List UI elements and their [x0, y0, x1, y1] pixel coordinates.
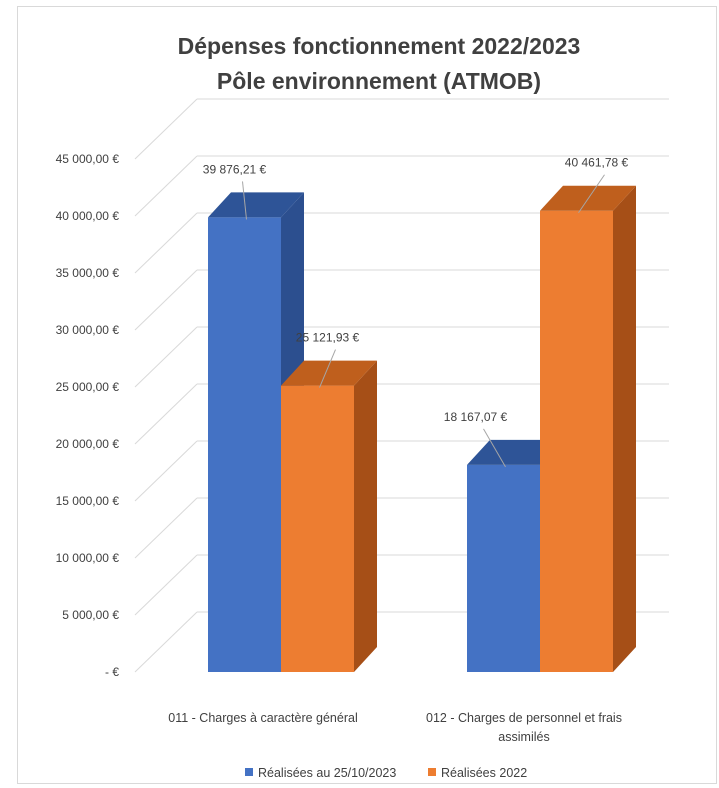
bar-front: [540, 210, 613, 672]
data-label: 39 876,21 €: [203, 162, 267, 176]
category-label: 011 - Charges à caractère général: [168, 711, 357, 725]
gridline-diagonal: [134, 212, 198, 274]
gridline-diagonal: [134, 554, 198, 616]
bar-2-1: [281, 360, 377, 672]
y-tick-label: - €: [105, 665, 119, 679]
gridline-diagonal: [134, 326, 198, 388]
gridline-diagonal: [134, 383, 198, 445]
bars: [208, 185, 636, 673]
y-tick-label: 40 000,00 €: [56, 209, 120, 223]
bar-top: [208, 192, 304, 218]
gridline-diagonal: [134, 98, 198, 160]
bar-2-2: [540, 185, 636, 672]
legend: Réalisées au 25/10/2023 Réalisées 2022: [245, 766, 527, 780]
legend-swatch: [245, 768, 253, 776]
bar-front: [208, 217, 281, 673]
gridline-diagonal: [134, 155, 198, 217]
bar-top: [281, 360, 377, 386]
data-label: 18 167,07 €: [444, 410, 508, 424]
legend-swatch: [428, 768, 436, 776]
y-tick-label: 5 000,00 €: [62, 608, 119, 622]
chart-title-line-2: Pôle environnement (ATMOB): [217, 68, 541, 94]
y-tick-label: 30 000,00 €: [56, 323, 120, 337]
category-label: 012 - Charges de personnel et frais: [426, 711, 622, 725]
data-label-leader: [483, 428, 506, 468]
y-tick-label: 10 000,00 €: [56, 551, 120, 565]
y-tick-label: 25 000,00 €: [56, 380, 120, 394]
gridline-diagonal: [134, 611, 198, 673]
data-label: 25 121,93 €: [296, 331, 360, 345]
data-label-leader: [242, 181, 247, 220]
y-tick-label: 20 000,00 €: [56, 437, 120, 451]
gridline-diagonal: [134, 497, 198, 559]
y-tick-label: 15 000,00 €: [56, 494, 120, 508]
bar-front: [467, 464, 540, 672]
category-label: assimilés: [498, 730, 549, 744]
bar-side: [613, 185, 636, 672]
data-label-leader: [319, 349, 336, 388]
gridline-diagonal: [134, 440, 198, 502]
bar-top: [467, 439, 563, 465]
y-axis-tick-labels: - € 5 000,00 € 10 000,00 € 15 000,00 € 20 00…: [56, 152, 120, 679]
data-labels: 39 876,21 € 25 121,93 € 18 167,07 € 40 461,…: [203, 156, 629, 468]
legend-item: Réalisées au 25/10/2023: [245, 766, 396, 780]
gridline-diagonal: [134, 269, 198, 331]
chart-frame: [17, 6, 717, 784]
data-label-leader: [578, 174, 605, 214]
legend-label: Réalisées au 25/10/2023: [258, 766, 396, 780]
data-label: 40 461,78 €: [565, 156, 629, 170]
y-tick-label: 45 000,00 €: [56, 152, 120, 166]
legend-item: Réalisées 2022: [428, 766, 527, 780]
y-tick-label: 35 000,00 €: [56, 266, 120, 280]
bar-front: [281, 385, 354, 672]
legend-label: Réalisées 2022: [441, 766, 527, 780]
chart-title-line-1: Dépenses fonctionnement 2022/2023: [178, 33, 581, 59]
bar-side: [354, 360, 377, 672]
x-axis-category-labels: 011 - Charges à caractère général 012 - C…: [168, 711, 622, 744]
